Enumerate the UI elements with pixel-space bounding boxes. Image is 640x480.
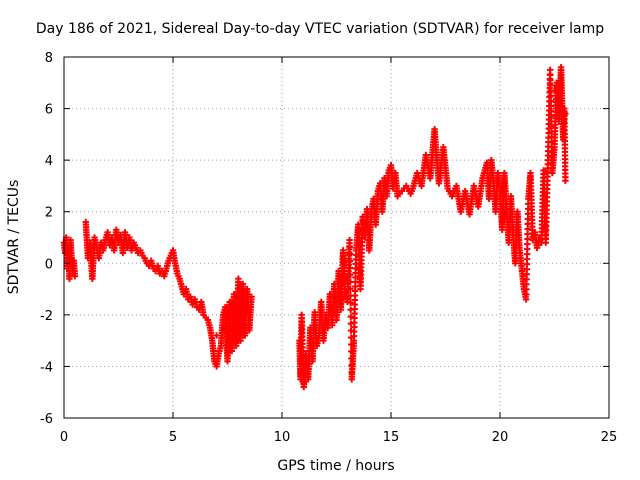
x-axis-label: GPS time / hours (277, 458, 394, 474)
data-point (224, 324, 231, 331)
data-point (562, 110, 569, 117)
axis-ticks: 0 5 10 15 20 25 -6 -4 -2 0 2 4 6 8 (40, 51, 617, 445)
data-point (346, 264, 354, 272)
x-tick-label: 20 (492, 430, 509, 445)
data-point (346, 236, 353, 244)
chart-title: Day 186 of 2021, Sidereal Day-to-day VTE… (36, 21, 604, 37)
data-point (347, 320, 355, 327)
data-series (60, 64, 569, 391)
data-point (347, 299, 354, 306)
y-tick-label: 6 (45, 103, 53, 118)
y-tick-label: 4 (45, 154, 53, 169)
data-point (346, 271, 354, 279)
x-tick-label: 10 (274, 430, 291, 445)
data-point (562, 177, 569, 184)
data-point (346, 257, 354, 265)
data-point (346, 250, 353, 258)
x-tick-label: 5 (169, 430, 177, 445)
y-tick-label: 0 (45, 257, 53, 272)
x-tick-label: 15 (383, 430, 400, 445)
data-point (239, 309, 246, 316)
data-point (347, 313, 354, 320)
y-tick-label: 8 (45, 51, 53, 66)
y-tick-label: -6 (40, 412, 53, 427)
data-point (71, 272, 79, 280)
data-point (346, 243, 353, 251)
x-tick-label: 0 (60, 430, 68, 445)
y-axis-label: SDTVAR / TECUs (6, 180, 22, 295)
x-tick-label: 25 (601, 430, 618, 445)
y-tick-label: -4 (40, 360, 53, 375)
data-point (248, 293, 255, 301)
y-tick-label: -2 (40, 309, 53, 324)
data-point (213, 332, 220, 339)
data-point (347, 285, 354, 293)
data-point (347, 327, 355, 334)
y-tick-label: 2 (45, 206, 53, 221)
plot-frame (63, 56, 610, 419)
